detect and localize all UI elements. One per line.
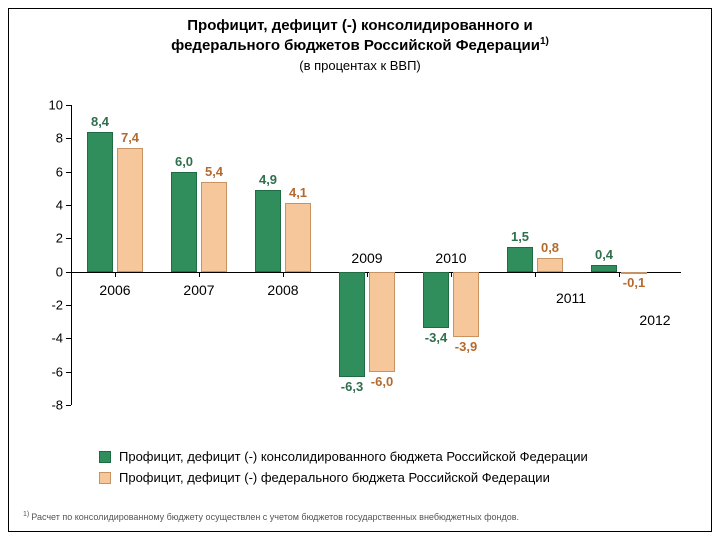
bar-consolidated bbox=[339, 272, 365, 377]
y-tick bbox=[66, 205, 71, 206]
category-label: 2010 bbox=[435, 250, 466, 266]
category-label: 2009 bbox=[351, 250, 382, 266]
category-label: 2011 bbox=[556, 290, 586, 306]
title-line-2-text: федерального бюджетов Российской Федерац… bbox=[171, 37, 540, 54]
y-tick-label: 8 bbox=[37, 131, 63, 146]
legend-swatch bbox=[99, 472, 111, 484]
y-tick-label: 2 bbox=[37, 231, 63, 246]
bar-value-label: 8,4 bbox=[91, 114, 109, 129]
bar-consolidated bbox=[255, 190, 281, 272]
footnote-text: Расчет по консолидированному бюджету осу… bbox=[31, 512, 519, 522]
bar-consolidated bbox=[87, 132, 113, 272]
bar-consolidated bbox=[591, 265, 617, 272]
y-tick-label: -6 bbox=[37, 364, 63, 379]
chart-frame: Профицит, дефицит (-) консолидированного… bbox=[8, 8, 712, 532]
bar-value-label: 4,9 bbox=[259, 172, 277, 187]
bar-federal bbox=[201, 182, 227, 272]
bar-federal bbox=[117, 148, 143, 271]
bar-value-label: 0,4 bbox=[595, 247, 613, 262]
bar-federal bbox=[537, 258, 563, 271]
bar-value-label: 1,5 bbox=[511, 229, 529, 244]
y-tick bbox=[66, 405, 71, 406]
x-tick bbox=[619, 272, 620, 277]
x-tick bbox=[199, 272, 200, 277]
y-tick bbox=[66, 305, 71, 306]
title-sup: 1) bbox=[540, 36, 549, 47]
y-tick-label: 6 bbox=[37, 164, 63, 179]
y-tick bbox=[66, 172, 71, 173]
x-tick bbox=[535, 272, 536, 277]
bar-value-label: 6,0 bbox=[175, 154, 193, 169]
bar-value-label: -3,9 bbox=[455, 339, 477, 354]
y-tick bbox=[66, 338, 71, 339]
title-line-1: Профицит, дефицит (-) консолидированного… bbox=[9, 17, 711, 36]
legend-swatch bbox=[99, 451, 111, 463]
footnote-mark: 1) bbox=[23, 511, 29, 518]
x-tick bbox=[115, 272, 116, 277]
y-tick bbox=[66, 138, 71, 139]
legend: Профицит, дефицит (-) консолидированного… bbox=[99, 449, 588, 491]
legend-item: Профицит, дефицит (-) консолидированного… bbox=[99, 449, 588, 464]
category-label: 2007 bbox=[183, 282, 214, 298]
plot-area: -8-6-4-2024681020068,47,420076,05,420084… bbox=[71, 105, 681, 405]
bar-consolidated bbox=[507, 247, 533, 272]
bar-value-label: -3,4 bbox=[425, 330, 447, 345]
y-tick bbox=[66, 238, 71, 239]
bar-value-label: -0,1 bbox=[623, 275, 645, 290]
x-tick bbox=[283, 272, 284, 277]
y-tick bbox=[66, 272, 71, 273]
bar-value-label: 4,1 bbox=[289, 185, 307, 200]
x-tick bbox=[367, 272, 368, 277]
y-tick bbox=[66, 105, 71, 106]
subtitle: (в процентах к ВВП) bbox=[9, 58, 711, 73]
bar-value-label: 7,4 bbox=[121, 130, 139, 145]
legend-label: Профицит, дефицит (-) федерального бюдже… bbox=[119, 470, 550, 485]
y-tick-label: 0 bbox=[37, 264, 63, 279]
bar-value-label: 5,4 bbox=[205, 164, 223, 179]
y-tick-label: -8 bbox=[37, 398, 63, 413]
y-tick-label: -2 bbox=[37, 298, 63, 313]
y-axis bbox=[71, 105, 72, 405]
y-tick-label: 4 bbox=[37, 198, 63, 213]
bar-value-label: -6,0 bbox=[371, 374, 393, 389]
legend-label: Профицит, дефицит (-) консолидированного… bbox=[119, 449, 588, 464]
y-tick-label: 10 bbox=[37, 98, 63, 113]
category-label: 2012 bbox=[639, 312, 670, 328]
category-label: 2006 bbox=[99, 282, 130, 298]
title-block: Профицит, дефицит (-) консолидированного… bbox=[9, 9, 711, 73]
bar-federal bbox=[369, 272, 395, 372]
x-tick bbox=[451, 272, 452, 277]
bar-federal bbox=[621, 272, 647, 274]
legend-item: Профицит, дефицит (-) федерального бюдже… bbox=[99, 470, 588, 485]
bar-consolidated bbox=[423, 272, 449, 329]
footnote: 1)Расчет по консолидированному бюджету о… bbox=[23, 511, 697, 522]
title-line-2: федерального бюджетов Российской Федерац… bbox=[9, 36, 711, 56]
y-tick-label: -4 bbox=[37, 331, 63, 346]
bar-federal bbox=[285, 203, 311, 271]
y-tick bbox=[66, 372, 71, 373]
bar-consolidated bbox=[171, 172, 197, 272]
bar-value-label: 0,8 bbox=[541, 240, 559, 255]
bar-federal bbox=[453, 272, 479, 337]
category-label: 2008 bbox=[267, 282, 298, 298]
bar-value-label: -6,3 bbox=[341, 379, 363, 394]
